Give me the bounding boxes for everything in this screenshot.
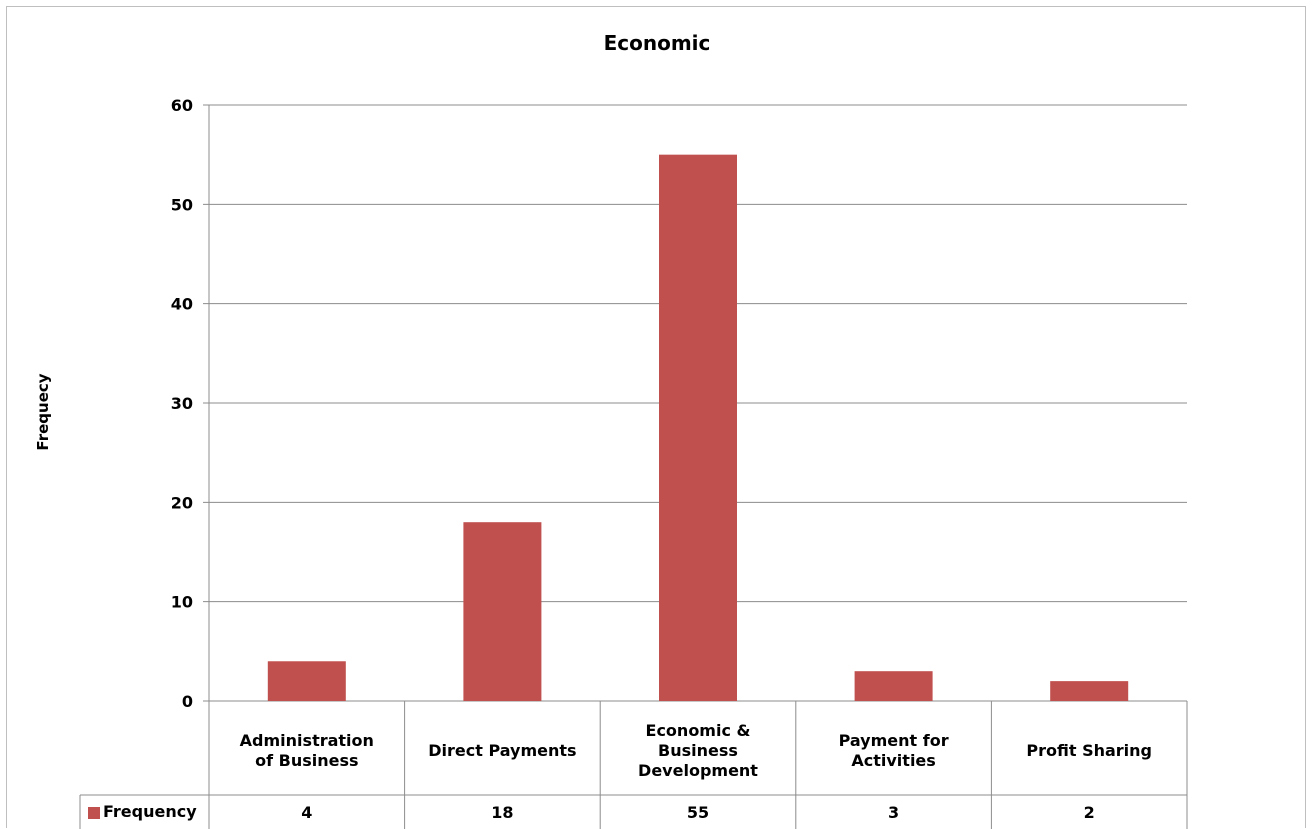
bar xyxy=(463,522,542,701)
chart-frame xyxy=(6,6,1306,828)
y-tick-label: 60 xyxy=(171,96,193,115)
data-table: Administration of Business Direct Payments… xyxy=(79,701,1188,829)
category-label: Profit Sharing xyxy=(1026,741,1152,760)
data-table-value: 55 xyxy=(687,803,709,822)
legend-series-name: Frequency xyxy=(103,802,197,821)
bar xyxy=(659,154,737,701)
category-label: Direct Payments xyxy=(428,741,576,760)
y-tick-label: 10 xyxy=(171,593,193,612)
data-table-value: 2 xyxy=(1084,803,1095,822)
category-label: Administration of Business xyxy=(240,731,374,770)
y-tick-label: 40 xyxy=(171,295,193,314)
y-tick-label: 20 xyxy=(171,493,193,512)
bar xyxy=(1050,681,1129,701)
bar xyxy=(854,671,933,701)
y-tick-label: 30 xyxy=(171,394,193,413)
data-table-value: 4 xyxy=(301,803,312,822)
bars xyxy=(267,154,1129,701)
y-tick-label: 0 xyxy=(182,692,193,711)
y-axis-ticks: 0 10 20 30 40 50 60 xyxy=(171,96,193,711)
y-tick-label: 50 xyxy=(171,195,193,214)
category-label: Payment for Activities xyxy=(839,731,949,770)
bar xyxy=(267,661,346,701)
category-label: Economic & Business Development xyxy=(638,721,758,780)
chart-title: Economic xyxy=(604,31,711,55)
data-table-value: 3 xyxy=(888,803,899,822)
data-table-value: 18 xyxy=(491,803,513,822)
legend-swatch xyxy=(88,807,100,819)
y-axis-label: Frequecy xyxy=(34,373,52,450)
